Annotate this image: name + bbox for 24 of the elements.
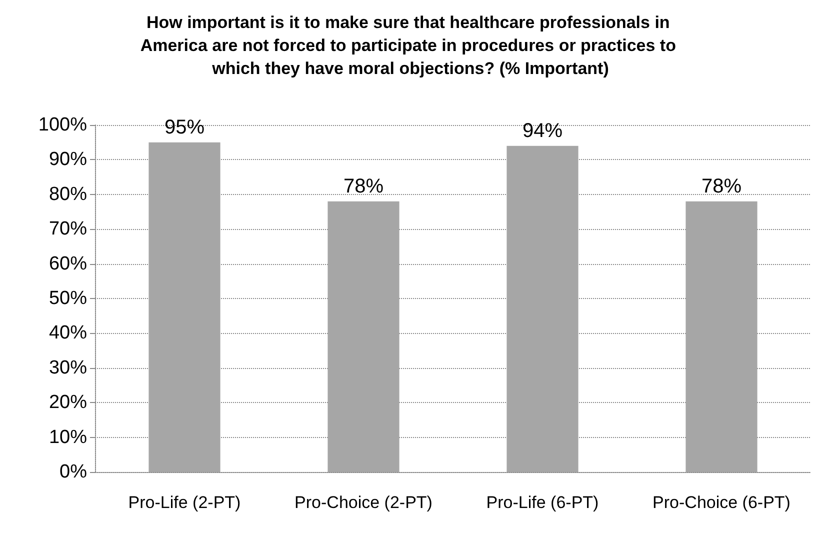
y-tick-label: 80%: [48, 184, 88, 205]
x-tick-label: Pro-Life (2-PT): [128, 493, 241, 512]
bar: [328, 201, 400, 472]
bar: [148, 142, 220, 472]
x-tick-label: Pro-Life (6-PT): [486, 493, 599, 512]
x-tick-label: Pro-Choice (6-PT): [652, 493, 790, 512]
y-tick-label: 0%: [60, 462, 88, 482]
data-label: 94%: [522, 120, 563, 142]
data-label: 78%: [343, 175, 384, 198]
y-tick-label: 40%: [48, 322, 88, 344]
y-tick-label: 50%: [48, 288, 88, 309]
y-tick-label: 70%: [48, 218, 88, 240]
y-tick-label: 60%: [48, 253, 88, 274]
chart-title: How important is it to make sure that healthcare professionals in America are not forced to participate in procedures or practices to which they have moral objections? (% Important): [140, 13, 681, 78]
x-tick-label: Pro-Choice (2-PT): [294, 493, 432, 512]
bar: [506, 146, 578, 472]
y-tick-label: 100%: [38, 114, 88, 136]
y-tick-label: 90%: [48, 149, 88, 170]
y-tick-label: 10%: [48, 426, 88, 448]
y-tick-label: 30%: [48, 357, 88, 378]
y-tick-label: 20%: [48, 392, 88, 414]
bar: [686, 201, 758, 472]
data-label: 78%: [701, 175, 742, 198]
data-label: 95%: [164, 116, 205, 138]
